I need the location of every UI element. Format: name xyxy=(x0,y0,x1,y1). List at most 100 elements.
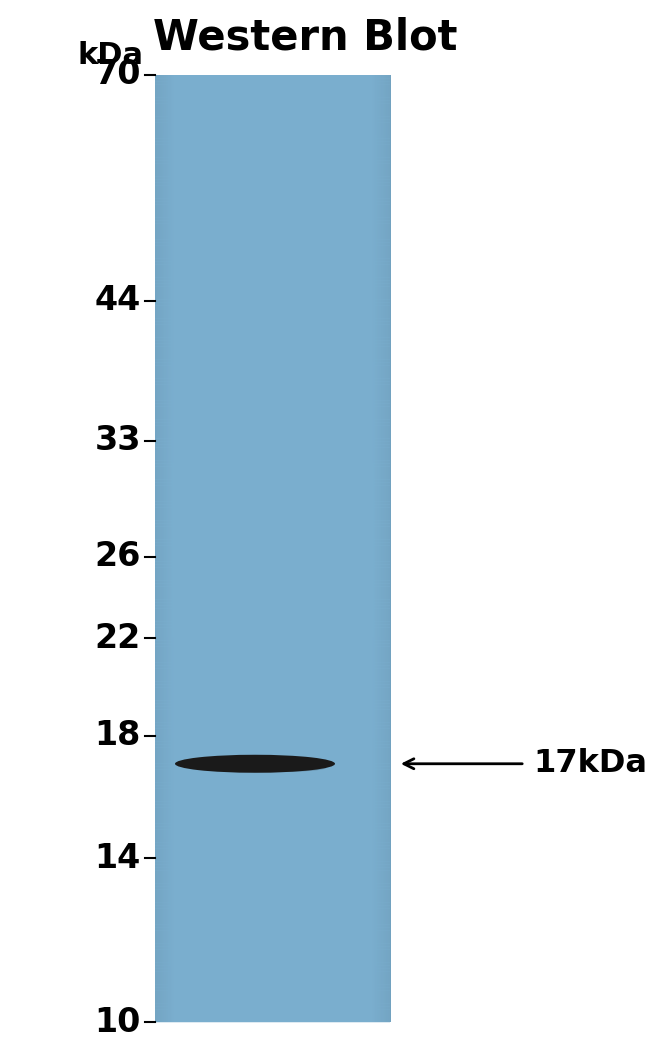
Bar xyxy=(155,678,390,682)
Bar xyxy=(374,75,376,1022)
Bar xyxy=(155,990,390,994)
Bar xyxy=(155,479,390,483)
Bar xyxy=(155,492,390,496)
Bar xyxy=(306,75,307,1022)
Bar xyxy=(155,861,390,865)
Bar xyxy=(155,596,390,599)
Bar xyxy=(155,842,390,846)
Bar xyxy=(200,75,202,1022)
Bar xyxy=(155,804,390,808)
Bar xyxy=(210,75,211,1022)
Bar xyxy=(155,709,390,713)
Text: 70: 70 xyxy=(94,58,141,92)
Bar xyxy=(223,75,224,1022)
Bar xyxy=(300,75,301,1022)
Bar xyxy=(337,75,338,1022)
Bar xyxy=(266,75,268,1022)
Bar xyxy=(294,75,296,1022)
Bar xyxy=(155,700,390,704)
Bar xyxy=(259,75,260,1022)
Bar xyxy=(155,766,390,769)
Bar xyxy=(155,495,390,499)
Bar xyxy=(220,75,221,1022)
Bar xyxy=(364,75,365,1022)
Bar xyxy=(356,75,358,1022)
Bar xyxy=(155,731,390,736)
Text: 10: 10 xyxy=(95,1005,141,1038)
Bar xyxy=(318,75,319,1022)
Bar xyxy=(155,871,390,874)
Bar xyxy=(173,75,174,1022)
Bar xyxy=(212,75,213,1022)
Text: 17kDa: 17kDa xyxy=(533,748,647,779)
Bar xyxy=(155,504,390,508)
Bar xyxy=(155,792,390,795)
Bar xyxy=(376,75,377,1022)
Bar xyxy=(369,75,370,1022)
Bar xyxy=(280,75,281,1022)
Bar xyxy=(155,444,390,448)
Bar xyxy=(155,267,390,272)
Bar xyxy=(155,104,390,107)
Bar xyxy=(155,631,390,634)
Bar xyxy=(347,75,348,1022)
Bar xyxy=(342,75,343,1022)
Bar xyxy=(353,75,354,1022)
Bar xyxy=(273,75,274,1022)
Bar xyxy=(155,833,390,836)
Bar xyxy=(272,75,273,1022)
Bar xyxy=(155,407,390,410)
Bar xyxy=(155,898,390,903)
Bar xyxy=(352,75,353,1022)
Bar xyxy=(335,75,337,1022)
Bar xyxy=(155,382,390,385)
Bar xyxy=(275,75,276,1022)
Bar xyxy=(192,75,193,1022)
Bar xyxy=(238,75,239,1022)
Bar xyxy=(341,75,342,1022)
Bar xyxy=(296,75,297,1022)
Bar xyxy=(155,886,390,890)
Bar xyxy=(384,75,385,1022)
Bar xyxy=(259,75,261,1022)
Bar xyxy=(255,75,257,1022)
Bar xyxy=(155,271,390,275)
Bar xyxy=(341,75,343,1022)
Bar xyxy=(155,590,390,593)
Bar xyxy=(155,652,390,656)
Bar xyxy=(155,236,390,240)
Bar xyxy=(322,75,323,1022)
Bar xyxy=(155,697,390,701)
Bar xyxy=(389,75,391,1022)
Bar xyxy=(155,344,390,347)
Bar xyxy=(155,561,390,564)
Bar xyxy=(155,366,390,369)
Bar xyxy=(309,75,311,1022)
Bar xyxy=(202,75,203,1022)
Bar xyxy=(361,75,362,1022)
Bar xyxy=(155,194,390,199)
Bar xyxy=(155,741,390,745)
Bar xyxy=(155,662,390,666)
Bar xyxy=(177,75,179,1022)
Bar xyxy=(290,75,291,1022)
Bar xyxy=(155,226,390,230)
Bar xyxy=(176,75,177,1022)
Bar xyxy=(155,129,390,132)
Bar xyxy=(155,148,390,151)
Bar xyxy=(360,75,361,1022)
Bar xyxy=(250,75,251,1022)
Bar xyxy=(155,318,390,321)
Bar xyxy=(155,419,390,423)
Bar xyxy=(155,956,390,960)
Bar xyxy=(155,599,390,602)
Bar xyxy=(155,293,390,296)
Bar xyxy=(155,659,390,663)
Bar xyxy=(155,453,390,458)
Bar xyxy=(155,827,390,830)
Bar xyxy=(155,207,390,211)
Bar xyxy=(155,315,390,318)
Bar xyxy=(155,507,390,512)
Bar xyxy=(164,75,165,1022)
Bar xyxy=(263,75,265,1022)
